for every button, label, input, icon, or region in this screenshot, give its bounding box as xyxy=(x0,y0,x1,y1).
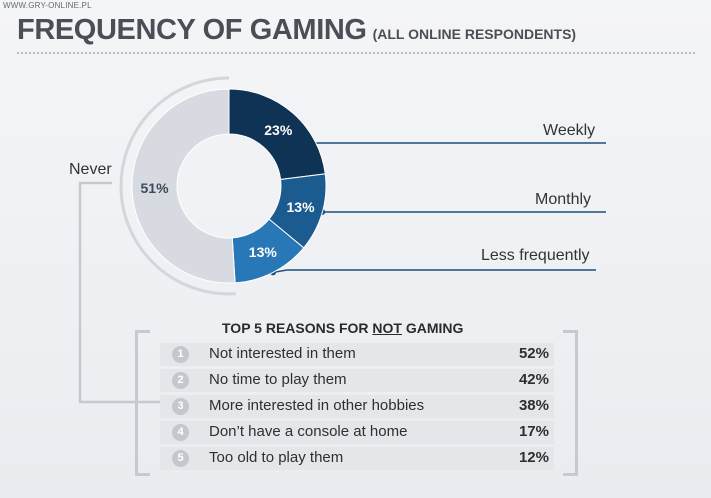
donut-slices xyxy=(131,88,327,284)
reasons-bracket-right xyxy=(563,330,578,476)
table-row: 1 Not interested in them 52% xyxy=(160,343,554,366)
title-main: FREQUENCY OF GAMING xyxy=(17,14,367,46)
reason-value: 17% xyxy=(518,423,549,440)
table-row: 5 Too old to play them 12% xyxy=(160,447,554,470)
reason-text: Too old to play them xyxy=(209,449,344,466)
table-row: 3 More interested in other hobbies 38% xyxy=(160,395,554,418)
slice-never xyxy=(131,88,236,284)
slice-value-never: 51% xyxy=(140,180,169,197)
rank-badge: 4 xyxy=(172,424,189,441)
reasons-title-emphasis: NOT xyxy=(372,320,402,336)
legend-label-never: Never xyxy=(69,161,112,178)
rank-badge: 3 xyxy=(172,398,189,415)
reason-text: More interested in other hobbies xyxy=(209,397,425,414)
reason-text: Not interested in them xyxy=(209,345,356,362)
table-row: 2 No time to play them 42% xyxy=(160,369,554,392)
never-connector-line xyxy=(78,181,160,404)
connector-less-frequently xyxy=(272,269,596,274)
legend-label-monthly: Monthly xyxy=(535,191,592,208)
reason-value: 12% xyxy=(518,449,549,466)
reasons-title-suffix: GAMING xyxy=(401,320,464,336)
legend-label-less-frequently: Less frequently xyxy=(481,247,590,264)
reasons-bracket-left xyxy=(135,330,150,476)
rank-badge: 5 xyxy=(172,450,189,467)
reasons-title: TOP 5 REASONS FOR NOT GAMING xyxy=(222,320,463,336)
rank-badge: 2 xyxy=(172,372,189,389)
rank-badge: 1 xyxy=(172,346,189,363)
title-divider xyxy=(17,52,695,54)
page-title: FREQUENCY OF GAMING (ALL ONLINE RESPONDEN… xyxy=(17,14,576,47)
reason-value: 38% xyxy=(518,397,549,414)
reason-value: 52% xyxy=(518,345,549,362)
slice-value-less-frequently: 13% xyxy=(248,244,277,261)
reason-text: No time to play them xyxy=(209,371,347,388)
slice-weekly xyxy=(228,88,326,181)
reason-value: 42% xyxy=(518,371,549,388)
title-subtitle: (ALL ONLINE RESPONDENTS) xyxy=(372,26,577,42)
never-outer-arc xyxy=(119,76,236,296)
watermark: WWW.GRY-ONLINE.PL xyxy=(3,1,92,10)
slice-value-weekly: 23% xyxy=(264,122,293,139)
reason-text: Don’t have a console at home xyxy=(209,423,408,440)
slice-value-monthly: 13% xyxy=(286,198,315,215)
reasons-title-prefix: TOP 5 REASONS FOR xyxy=(222,320,373,336)
table-row: 4 Don’t have a console at home 17% xyxy=(160,421,554,444)
legend-label-weekly: Weekly xyxy=(543,122,596,139)
